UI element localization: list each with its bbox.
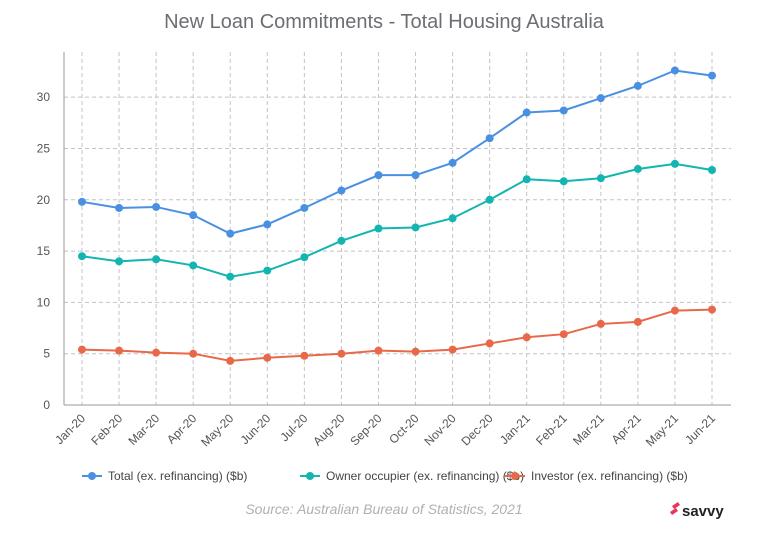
x-tick-label: Oct-20 <box>386 411 422 447</box>
savvy-logo-text: savvy <box>682 503 724 520</box>
data-point <box>337 349 346 358</box>
data-point <box>448 158 457 167</box>
data-point <box>337 236 346 245</box>
data-point <box>374 346 383 355</box>
x-tick-label: Jun-21 <box>682 411 718 447</box>
legend-marker-0 <box>88 472 96 480</box>
data-point <box>670 306 679 315</box>
data-point <box>708 166 716 175</box>
data-point <box>152 255 161 264</box>
y-tick-label: 25 <box>37 141 51 155</box>
data-point <box>708 305 716 314</box>
savvy-logo: savvy <box>670 502 724 520</box>
data-point <box>152 202 161 211</box>
x-tick-label: Apr-21 <box>609 411 645 447</box>
data-point <box>633 164 642 173</box>
x-tick-label: Sep-20 <box>347 411 384 448</box>
data-point <box>115 257 124 266</box>
data-point <box>448 345 457 354</box>
x-tick-label: Jul-20 <box>277 411 310 444</box>
legend-label: Investor (ex. refinancing) ($b) <box>531 469 688 483</box>
data-point <box>78 345 86 354</box>
data-point <box>374 224 383 233</box>
data-point <box>633 81 642 90</box>
x-tick-label: Mar-21 <box>570 411 607 448</box>
y-tick-label: 30 <box>37 90 51 104</box>
data-point <box>300 351 309 360</box>
data-point <box>485 339 494 348</box>
data-point <box>522 333 531 342</box>
chart-title: New Loan Commitments - Total Housing Aus… <box>164 11 605 33</box>
data-point <box>670 159 679 168</box>
data-point <box>78 252 86 261</box>
data-point <box>522 108 531 117</box>
legend-label: Total (ex. refinancing) ($b) <box>108 469 247 483</box>
x-tick-label: Mar-20 <box>125 411 162 448</box>
x-tick-label: Jan-21 <box>497 411 533 447</box>
data-point <box>115 346 124 355</box>
x-tick-label: Nov-20 <box>421 411 458 448</box>
data-point <box>226 229 235 238</box>
x-tick-label: Aug-20 <box>310 411 347 448</box>
x-tick-label: May-21 <box>643 411 681 449</box>
x-tick-label: Jan-20 <box>52 411 88 447</box>
data-point <box>189 211 198 220</box>
legend-marker-2 <box>511 472 519 480</box>
legend-marker-1 <box>306 472 314 480</box>
y-tick-label: 15 <box>37 244 51 258</box>
data-point <box>263 220 272 229</box>
data-point <box>411 223 420 232</box>
data-point <box>300 203 309 212</box>
source-note: Source: Australian Bureau of Statistics,… <box>245 501 522 517</box>
data-point <box>596 174 605 183</box>
series-line-0 <box>81 69 713 235</box>
data-point <box>633 317 642 326</box>
data-point <box>411 171 420 180</box>
savvy-logo-icon <box>670 502 680 515</box>
data-point <box>559 177 568 186</box>
data-point <box>263 266 272 275</box>
series-line-2 <box>81 308 713 362</box>
data-point <box>411 347 420 356</box>
data-point <box>708 71 716 80</box>
data-point <box>522 175 531 184</box>
data-point <box>485 195 494 204</box>
data-point <box>485 134 494 143</box>
data-point <box>559 106 568 115</box>
y-tick-label: 5 <box>43 347 50 361</box>
data-point <box>448 214 457 223</box>
data-point <box>374 171 383 180</box>
data-point <box>596 319 605 328</box>
data-point <box>300 253 309 262</box>
y-tick-label: 10 <box>37 295 51 309</box>
series-line-1 <box>81 162 713 278</box>
data-point <box>189 261 198 270</box>
data-point <box>152 348 161 357</box>
data-point <box>78 197 86 206</box>
data-point <box>226 356 235 365</box>
data-point <box>189 349 198 358</box>
y-tick-label: 0 <box>43 398 50 412</box>
data-point <box>263 353 272 362</box>
legend-label: Owner occupier (ex. refinancing) ($b) <box>326 469 524 483</box>
data-point <box>337 186 346 195</box>
data-point <box>596 94 605 103</box>
data-point <box>115 203 124 212</box>
data-point <box>559 330 568 339</box>
data-point <box>226 272 235 281</box>
x-tick-label: Feb-20 <box>88 411 125 448</box>
x-tick-label: Dec-20 <box>459 411 496 448</box>
x-tick-label: Jun-20 <box>238 411 274 447</box>
x-tick-label: Feb-21 <box>533 411 570 448</box>
x-tick-label: May-20 <box>198 411 236 449</box>
data-point <box>670 66 679 75</box>
y-tick-label: 20 <box>37 193 51 207</box>
x-tick-label: Apr-20 <box>164 411 200 447</box>
